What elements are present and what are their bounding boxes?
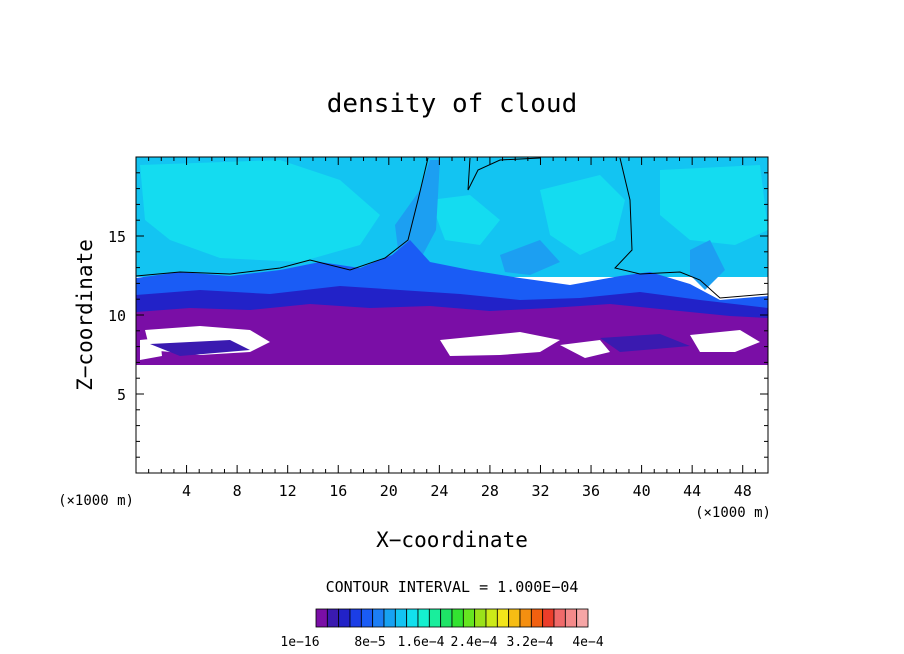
y-axis-unit: (×1000 m) [58,493,134,509]
x-axis-label: X−coordinate [376,528,528,552]
colorbar-swatch [440,608,453,628]
colorbar-swatch [406,608,419,628]
y-axis-ticks: 5 10 15 [108,172,768,458]
contour-line [136,157,768,299]
x-tick-label: 32 [531,482,549,500]
colorbar-label: 4e−4 [572,635,603,650]
y-tick-label: 15 [108,228,126,246]
x-tick-label: 40 [633,482,651,500]
x-tick-label: 12 [279,482,297,500]
colorbar-swatch [383,608,396,628]
colorbar-swatch [326,608,340,628]
colorbar-label: 1.6e−4 [398,635,445,650]
upper-layer-light-patches [140,160,768,262]
colorbar-swatch [496,608,510,628]
x-tick-label: 24 [430,482,448,500]
colorbar-swatch [542,608,555,628]
chart-title: density of cloud [327,89,577,119]
colorbar-swatch [417,608,430,628]
colorbar-swatch [485,608,498,628]
x-tick-label: 28 [481,482,499,500]
lower-layer-band [136,304,768,365]
colorbar-label: 8e−5 [354,635,385,650]
x-axis-unit: (×1000 m) [695,505,771,521]
colorbar-swatch [451,608,464,628]
colorbar-swatch [428,608,442,628]
colorbar-swatch [349,608,362,628]
colorbar-swatch [462,608,476,628]
colorbar-label: 1e−16 [280,635,319,650]
colorbar-swatch [553,608,566,628]
lower-layer-dark-streak [150,334,690,356]
colorbar-labels: 1e−16 8e−5 1.6e−4 2.4e−4 3.2e−4 4e−4 [280,635,603,650]
colorbar-swatch [338,608,351,628]
x-axis-ticks: 4 8 12 16 20 24 28 32 36 40 44 48 [148,157,756,500]
clear-air-region [136,365,768,473]
y-axis-label: Z−coordinate [73,239,97,391]
x-tick-label: 20 [380,482,398,500]
colorbar-label: 2.4e−4 [451,635,498,650]
colorbar-swatch [564,608,578,628]
colorbar-swatch [508,608,521,628]
colorbar-swatch [372,608,385,628]
colorbar-swatch [530,608,544,628]
lower-layer-gaps [140,326,760,360]
x-tick-label: 48 [734,482,752,500]
contour-interval-label: CONTOUR INTERVAL = 1.000E−04 [326,578,579,596]
colorbar-swatch [519,608,532,628]
colorbar-swatch [474,608,487,628]
colorbar-swatch [315,608,328,628]
x-tick-label: 4 [182,482,191,500]
x-tick-label: 36 [582,482,600,500]
colorbar-swatch [576,608,589,628]
y-tick-label: 5 [117,386,126,404]
y-tick-label: 10 [108,307,126,325]
x-tick-label: 44 [683,482,701,500]
cloud-density-field [136,157,768,473]
colorbar-label: 3.2e−4 [507,635,554,650]
x-tick-label: 8 [233,482,242,500]
colorbar-swatch [360,608,374,628]
colorbar [315,608,589,628]
x-tick-label: 16 [329,482,347,500]
colorbar-swatch [394,608,408,628]
